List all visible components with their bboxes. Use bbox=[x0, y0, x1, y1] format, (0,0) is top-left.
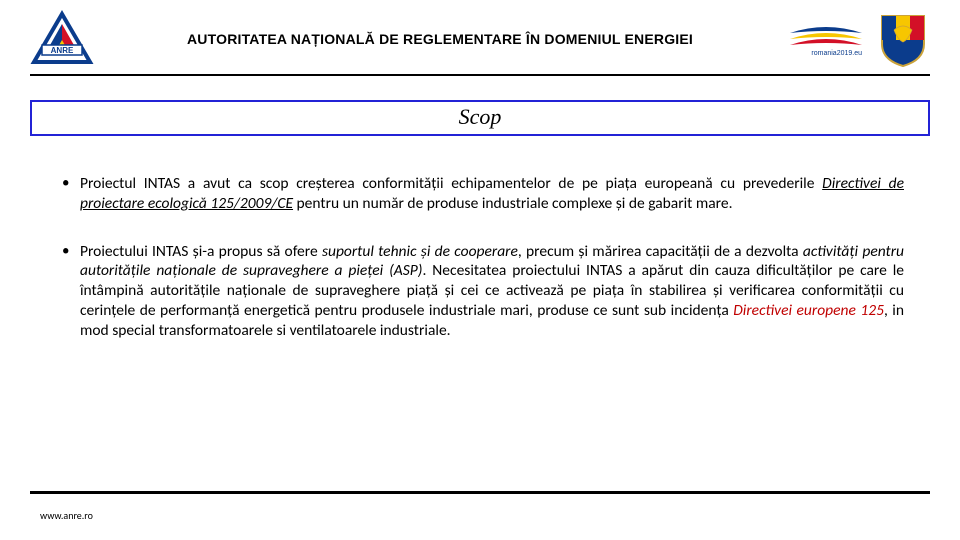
bullet-text: Proiectului INTAS și-a propus să ofere bbox=[80, 242, 322, 261]
italic-span: suportul tehnic și de cooperare bbox=[322, 242, 518, 261]
slide-title: Scop bbox=[459, 104, 502, 129]
header-rule bbox=[30, 74, 930, 76]
bullet-item: Proiectul INTAS a avut ca scop creșterea… bbox=[56, 174, 904, 214]
anre-logo: ANRE bbox=[30, 10, 94, 68]
romania2019-logo: romania2019.eu bbox=[786, 19, 866, 59]
header: ANRE AUTORITATEA NAȚIONALĂ DE REGLEMENTA… bbox=[0, 0, 960, 76]
bullet-text: , precum și mărirea capacității de a dez… bbox=[518, 242, 803, 261]
footer-url: www.anre.ro bbox=[40, 509, 93, 522]
anre-logo-label: ANRE bbox=[51, 46, 74, 55]
directive-2: Directivei europene 125 bbox=[733, 301, 884, 320]
content: Proiectul INTAS a avut ca scop creșterea… bbox=[0, 136, 960, 341]
bullet-list: Proiectul INTAS a avut ca scop creșterea… bbox=[56, 174, 904, 341]
footer-rule bbox=[30, 491, 930, 494]
bullet-item: Proiectului INTAS și-a propus să ofere s… bbox=[56, 242, 904, 341]
romania2019-label: romania2019.eu bbox=[811, 50, 862, 57]
bullet-text: pentru un număr de produse industriale c… bbox=[293, 194, 732, 213]
title-bar: Scop bbox=[30, 100, 930, 136]
org-title: AUTORITATEA NAȚIONALĂ DE REGLEMENTARE ÎN… bbox=[104, 31, 776, 47]
coat-of-arms bbox=[876, 10, 930, 68]
header-row: ANRE AUTORITATEA NAȚIONALĂ DE REGLEMENTA… bbox=[30, 10, 930, 68]
bullet-text: Proiectul INTAS a avut ca scop creșterea… bbox=[80, 174, 822, 193]
